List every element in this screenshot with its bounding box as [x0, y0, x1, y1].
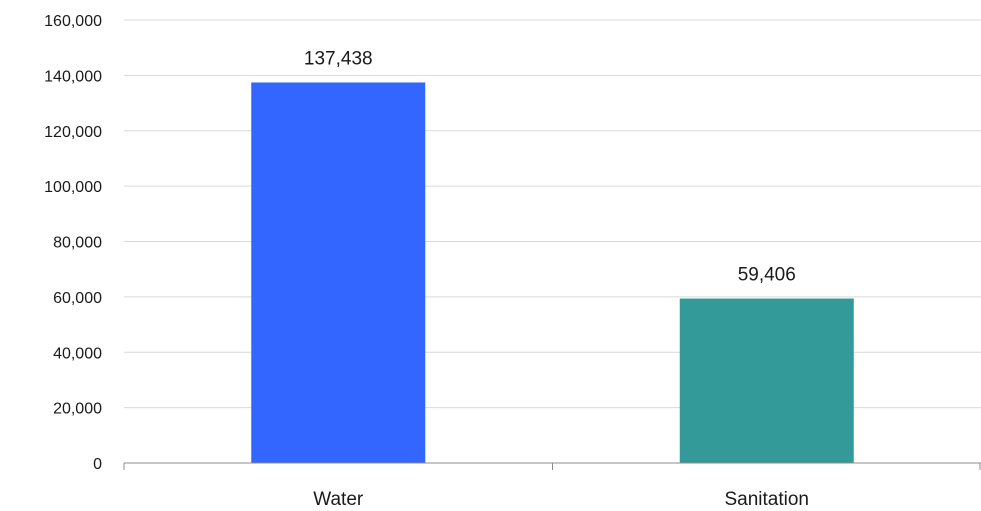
- y-tick-label: 120,000: [44, 124, 102, 141]
- y-tick-label: 40,000: [53, 345, 102, 362]
- bar-sanitation: [679, 298, 854, 463]
- y-tick-label: 0: [93, 456, 102, 473]
- bars: [251, 82, 854, 463]
- data-label: 137,438: [304, 48, 373, 69]
- y-tick-label: 100,000: [44, 179, 102, 196]
- y-tick-label: 160,000: [44, 13, 102, 30]
- y-tick-label: 140,000: [44, 68, 102, 85]
- bar-water: [251, 82, 426, 463]
- y-tick-label: 20,000: [53, 401, 102, 418]
- x-category-label: Sanitation: [724, 489, 809, 510]
- x-category-label: Water: [313, 489, 364, 510]
- axes: [123, 462, 981, 470]
- y-tick-label: 80,000: [53, 235, 102, 252]
- data-label: 59,406: [738, 265, 796, 286]
- labels: 0 20,000 40,000 60,000 80,000 100,000 120,000 1…: [44, 13, 809, 510]
- y-tick-label: 60,000: [53, 290, 102, 307]
